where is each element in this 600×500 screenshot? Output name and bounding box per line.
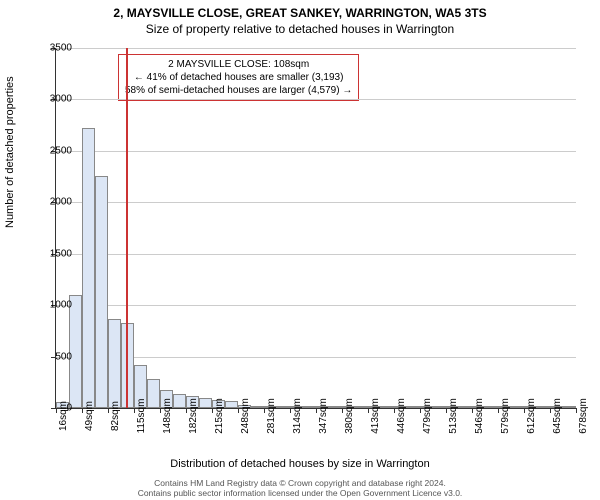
y-tick-label: 500 [32,351,72,362]
annotation-box: 2 MAYSVILLE CLOSE: 108sqm ← 41% of detac… [118,54,359,101]
x-tick-label: 546sqm [474,398,485,434]
x-tick-label: 612sqm [526,398,537,434]
histogram-bar [407,406,420,408]
x-tick-label: 513sqm [448,398,459,434]
y-tick-label: 1000 [32,300,72,311]
x-tick-label: 49sqm [84,401,95,431]
y-tick-label: 3000 [32,94,72,105]
x-tick-label: 248sqm [240,398,251,434]
footer-line2: Contains public sector information licen… [0,488,600,498]
property-marker-line [126,48,128,408]
histogram-bar [433,406,446,408]
x-axis-title: Distribution of detached houses by size … [0,458,600,470]
annotation-line3: 58% of semi-detached houses are larger (… [125,84,352,97]
gridline [56,48,576,49]
x-tick [472,408,473,413]
x-tick [238,408,239,413]
x-tick [342,408,343,413]
x-tick [290,408,291,413]
histogram-bar [199,398,212,408]
x-tick [368,408,369,413]
histogram-bar [563,406,576,408]
y-tick-label: 2000 [32,197,72,208]
y-tick-label: 3500 [32,43,72,54]
x-tick-label: 446sqm [396,398,407,434]
histogram-bar [277,406,290,408]
histogram-bar [251,406,264,408]
histogram-bar [95,176,108,408]
x-tick-label: 182sqm [188,398,199,434]
y-tick-label: 2500 [32,145,72,156]
histogram-bar [355,406,368,408]
gridline [56,254,576,255]
x-tick [576,408,577,413]
x-tick [420,408,421,413]
histogram-bar [329,406,342,408]
gridline [56,151,576,152]
histogram-bar [537,406,550,408]
x-tick-label: 380sqm [344,398,355,434]
histogram-bar [108,319,121,408]
histogram-bar [303,406,316,408]
plot-area: 2 MAYSVILLE CLOSE: 108sqm ← 41% of detac… [55,48,576,409]
x-tick [186,408,187,413]
chart-container: 2, MAYSVILLE CLOSE, GREAT SANKEY, WARRIN… [0,0,600,500]
x-tick [498,408,499,413]
histogram-bar [511,406,524,408]
x-tick [394,408,395,413]
x-tick-label: 215sqm [214,398,225,434]
gridline [56,99,576,100]
footer-line1: Contains HM Land Registry data © Crown c… [0,478,600,488]
x-tick-label: 347sqm [318,398,329,434]
x-tick-label: 16sqm [58,401,69,431]
x-tick-label: 148sqm [162,398,173,434]
x-tick-label: 479sqm [422,398,433,434]
x-tick [160,408,161,413]
histogram-bar [147,379,160,408]
subtitle: Size of property relative to detached ho… [0,20,600,36]
footer-attribution: Contains HM Land Registry data © Crown c… [0,478,600,498]
annotation-line2: ← 41% of detached houses are smaller (3,… [125,71,352,84]
histogram-bar [173,394,186,408]
x-tick-label: 678sqm [578,398,589,434]
y-axis-title: Number of detached properties [4,76,16,228]
x-tick-label: 579sqm [500,398,511,434]
x-tick [524,408,525,413]
gridline [56,305,576,306]
y-tick-label: 1500 [32,248,72,259]
x-tick [550,408,551,413]
x-tick [134,408,135,413]
x-tick-label: 115sqm [136,399,147,434]
x-tick [446,408,447,413]
x-tick-label: 82sqm [110,401,121,431]
x-tick-label: 645sqm [552,398,563,434]
x-tick [316,408,317,413]
annotation-line1: 2 MAYSVILLE CLOSE: 108sqm [125,58,352,71]
histogram-bar [82,128,95,408]
x-tick-label: 281sqm [266,398,277,434]
histogram-bar [381,406,394,408]
histogram-bar [225,401,238,408]
x-tick [212,408,213,413]
histogram-bar [485,406,498,408]
x-tick-label: 413sqm [370,398,381,434]
gridline [56,357,576,358]
x-tick [82,408,83,413]
x-tick [264,408,265,413]
x-tick-label: 314sqm [292,398,303,434]
main-title: 2, MAYSVILLE CLOSE, GREAT SANKEY, WARRIN… [0,0,600,20]
x-tick [108,408,109,413]
gridline [56,202,576,203]
histogram-bar [459,406,472,408]
